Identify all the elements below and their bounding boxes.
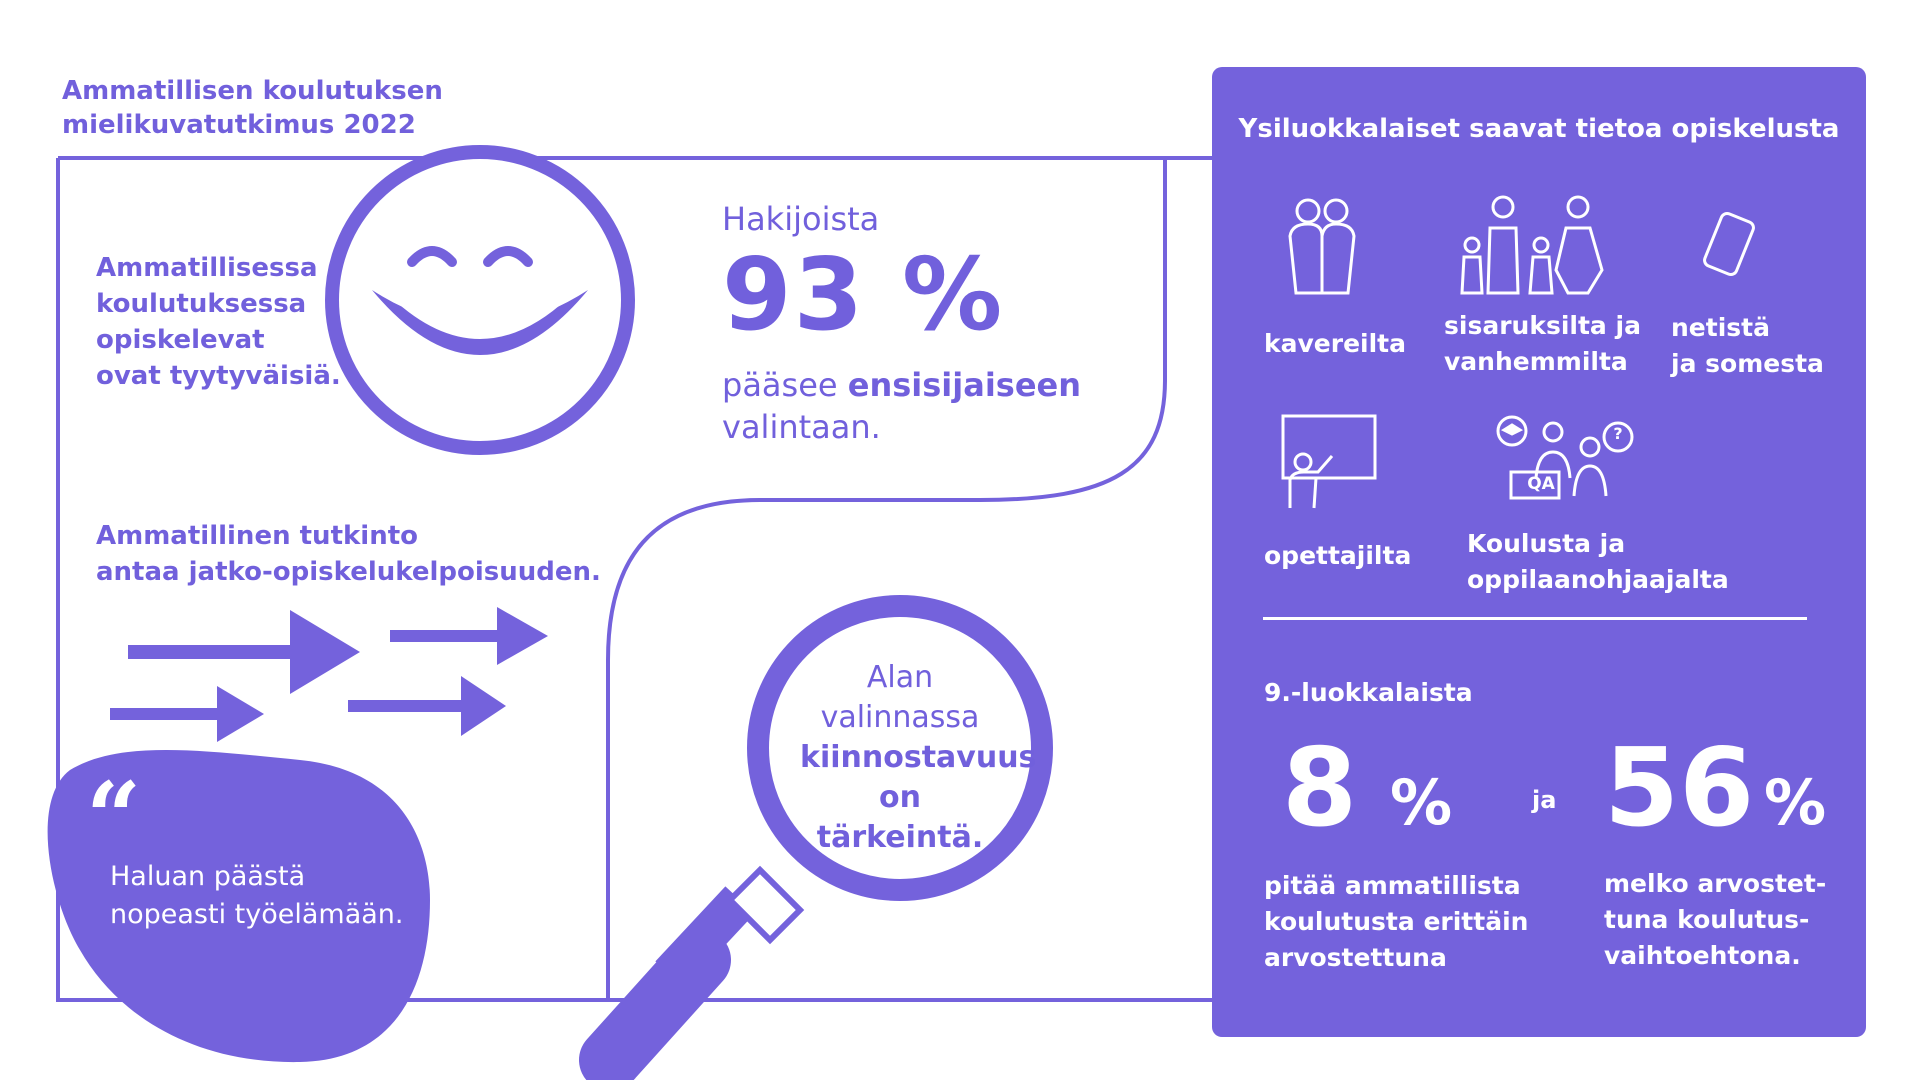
- source-family: sisaruksilta ja vanhemmilta: [1444, 308, 1641, 380]
- ninth-graders-label: 9.-luokkalaista: [1264, 678, 1473, 707]
- magnifier-text: Alan valinnassa kiinnostavuus on tärkein…: [800, 658, 1037, 858]
- magnifier-line-2: valinnassa: [820, 700, 980, 735]
- qa-label: QA: [1527, 474, 1555, 494]
- source-school-label-2: oppilaanohjaajalta: [1467, 565, 1729, 594]
- stat-connector: ja: [1532, 786, 1557, 814]
- applicants-text-prefix: pääsee: [722, 366, 848, 404]
- stat1-text-line-1: pitää ammatillista: [1264, 871, 1521, 900]
- source-teachers: opettajilta: [1264, 538, 1411, 574]
- magnifier-line-1: Alan: [866, 660, 934, 695]
- satisfaction-text: Ammatillisessa koulutuksessa opiskelevat…: [96, 250, 341, 394]
- stat2-text-line-1: melko arvostet-: [1604, 869, 1827, 898]
- stat1-unit: %: [1390, 766, 1453, 839]
- page-title: Ammatillisen koulutuksen mielikuvatutkim…: [62, 74, 443, 142]
- smiley-icon: [325, 145, 635, 455]
- quote-line-1: Haluan päästä: [110, 861, 306, 892]
- source-friends-label: kavereilta: [1264, 329, 1406, 358]
- degree-line-2: antaa jatko-opiskelukelpoisuuden.: [96, 557, 601, 587]
- satisfaction-line-1: Ammatillisessa: [96, 253, 318, 283]
- source-internet-label-2: ja somesta: [1671, 349, 1824, 378]
- magnifier-line-4: on tärkeintä.: [816, 780, 984, 855]
- source-school-label-1: Koulusta ja: [1467, 529, 1626, 558]
- applicants-label: Hakijoista: [722, 200, 880, 238]
- question-mark-icon: ?: [1613, 424, 1623, 443]
- stat2-text-line-3: vaihtoehtona.: [1604, 941, 1801, 970]
- stat2-text-line-2: tuna koulutus-: [1604, 905, 1810, 934]
- stat2-unit: %: [1764, 766, 1827, 839]
- stat1-value: 8: [1282, 726, 1358, 851]
- title-line-2: mielikuvatutkimus 2022: [62, 110, 416, 140]
- source-teachers-label: opettajilta: [1264, 541, 1412, 570]
- stat2-value: 56: [1604, 726, 1755, 851]
- source-friends: kavereilta: [1264, 326, 1406, 362]
- degree-line-1: Ammatillinen tutkinto: [96, 521, 419, 551]
- applicants-percent: 93 %: [722, 236, 1005, 353]
- source-family-label-2: vanhemmilta: [1444, 347, 1628, 376]
- applicants-text: pääsee ensisijaiseen valintaan.: [722, 364, 1081, 448]
- frame-outline: [56, 156, 1212, 1002]
- applicants-text-line-2: valintaan.: [722, 408, 881, 446]
- stat1-text-line-2: koulutusta erittäin: [1264, 907, 1529, 936]
- satisfaction-line-3: opiskelevat: [96, 325, 265, 355]
- degree-text: Ammatillinen tutkinto antaa jatko-opiske…: [96, 518, 601, 590]
- satisfaction-line-4: ovat tyytyväisiä.: [96, 361, 341, 391]
- panel-divider: [1263, 617, 1807, 620]
- satisfaction-line-2: koulutuksessa: [96, 289, 307, 319]
- source-family-label-1: sisaruksilta ja: [1444, 311, 1641, 340]
- applicants-text-bold: ensisijaiseen: [847, 366, 1082, 404]
- stat2-text: melko arvostet- tuna koulutus- vaihtoeht…: [1604, 866, 1826, 974]
- magnifier-line-3: kiinnostavuus: [800, 740, 1037, 775]
- magnifier-icon: [579, 595, 1053, 1080]
- stat1-text: pitää ammatillista koulutusta erittäin a…: [1264, 868, 1528, 976]
- source-internet-label-1: netistä: [1671, 313, 1770, 342]
- quote-bubble-shape: [47, 750, 430, 1063]
- quote-line-2: nopeasti työelämään.: [110, 899, 404, 930]
- arrows-icon: [110, 607, 548, 742]
- source-school: Koulusta ja oppilaanohjaajalta: [1467, 526, 1729, 598]
- quote-mark: “: [86, 761, 142, 874]
- panel-title: Ysiluokkalaiset saavat tietoa opiskelust…: [1238, 114, 1840, 144]
- stat1-text-line-3: arvostettuna: [1264, 943, 1447, 972]
- quote-text: Haluan päästä nopeasti työelämään.: [110, 858, 404, 934]
- source-internet: netistä ja somesta: [1671, 310, 1824, 382]
- title-line-1: Ammatillisen koulutuksen: [62, 76, 443, 106]
